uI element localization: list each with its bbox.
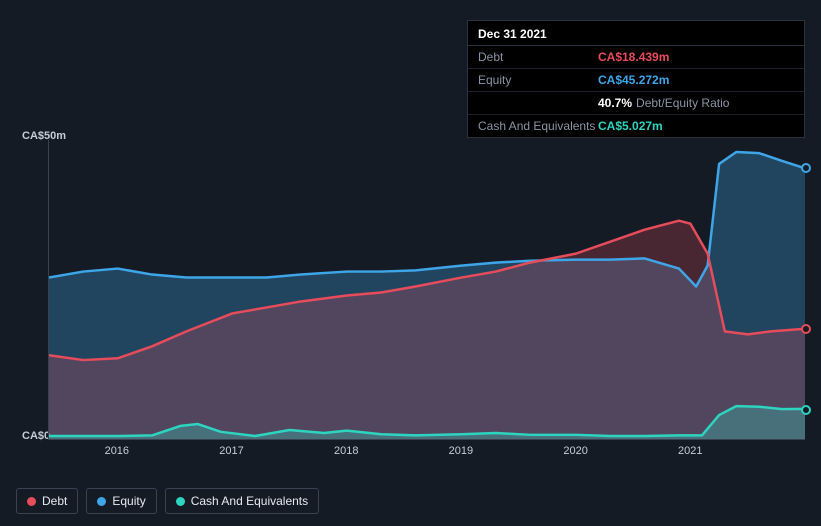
x-axis-label: 2021 [678,445,702,457]
tooltip-value: CA$45.272m [598,73,669,87]
legend-dot [176,497,185,506]
financials-chart: CA$50mCA$0 201620172018201920202021 [16,120,805,470]
legend-dot [27,497,36,506]
tooltip-date: Dec 31 2021 [468,21,804,46]
tooltip-label: Debt [478,50,598,64]
debt-end-marker [801,324,811,334]
equity-end-marker [801,163,811,173]
tooltip-row: 40.7%Debt/Equity Ratio [468,92,804,115]
legend-item-cash-and-equivalents[interactable]: Cash And Equivalents [165,488,319,514]
tooltip-value: 40.7%Debt/Equity Ratio [598,96,729,110]
tooltip-value: CA$18.439m [598,50,669,64]
x-axis-label: 2017 [219,445,243,457]
legend-label: Cash And Equivalents [191,494,308,508]
legend-item-equity[interactable]: Equity [86,488,156,514]
x-axis-label: 2016 [105,445,129,457]
cash-end-marker [801,405,811,415]
legend-dot [97,497,106,506]
tooltip-row: EquityCA$45.272m [468,69,804,92]
x-axis-label: 2020 [563,445,587,457]
tooltip-label [478,96,598,110]
y-axis-label: CA$0 [22,430,50,442]
legend-item-debt[interactable]: Debt [16,488,78,514]
tooltip-subtext: Debt/Equity Ratio [636,96,729,110]
legend: Debt Equity Cash And Equivalents [16,488,319,514]
legend-label: Debt [42,494,67,508]
tooltip-row: DebtCA$18.439m [468,46,804,69]
x-axis-label: 2018 [334,445,358,457]
x-axis: 2016 2017 2018 2019 2020 2021 [48,445,805,465]
legend-label: Equity [112,494,145,508]
x-axis-label: 2019 [449,445,473,457]
tooltip-label: Equity [478,73,598,87]
plot-area[interactable] [48,140,805,440]
